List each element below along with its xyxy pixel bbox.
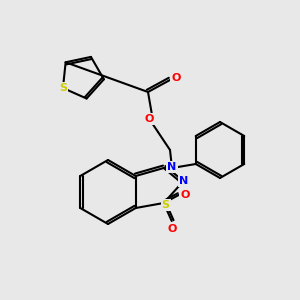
- Text: O: O: [167, 224, 176, 234]
- Text: N: N: [179, 176, 188, 186]
- Text: S: S: [162, 200, 170, 210]
- Text: O: O: [180, 190, 189, 200]
- Text: N: N: [167, 162, 177, 172]
- Text: S: S: [59, 83, 67, 93]
- Text: O: O: [171, 73, 181, 83]
- Text: O: O: [144, 114, 154, 124]
